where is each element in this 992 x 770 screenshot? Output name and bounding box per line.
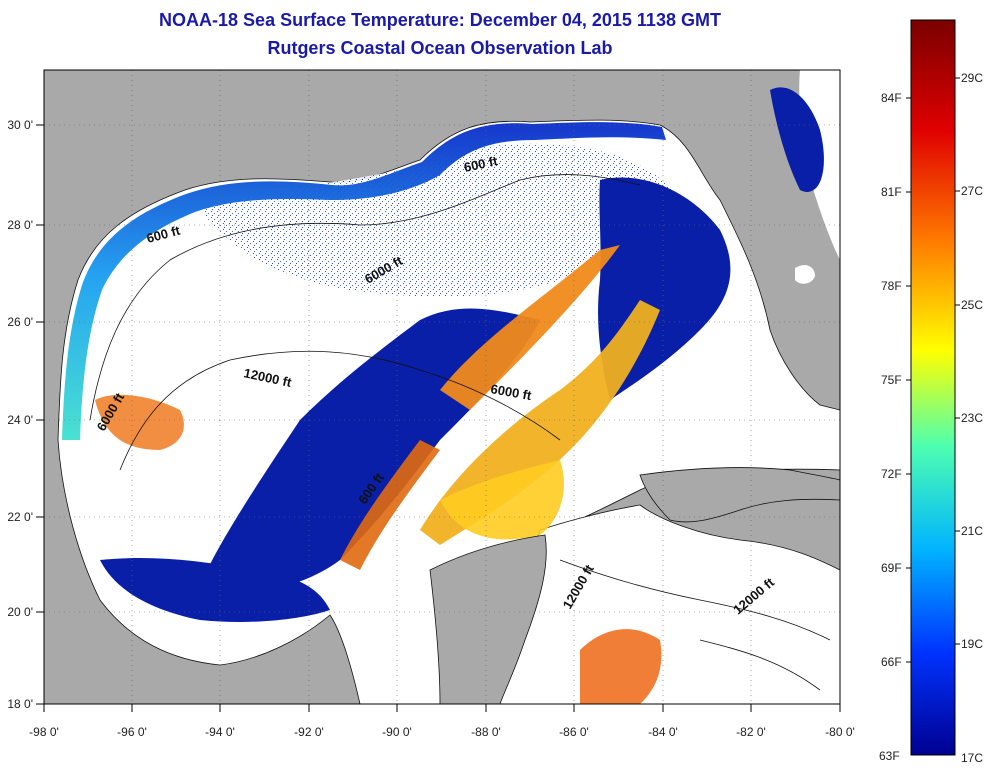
frame-ticks xyxy=(36,124,841,712)
lat-tick-label: 22 0' xyxy=(7,510,33,524)
lat-tick-label: 26 0' xyxy=(7,315,33,329)
colorbar-c-label: 21C xyxy=(961,524,983,538)
contour-label: 600 ft xyxy=(463,153,500,175)
colorbar-f-label: 63F xyxy=(879,749,900,763)
colorbar-f-label: 69F xyxy=(881,561,902,575)
lon-tick-label: -84 0' xyxy=(648,725,678,739)
colorbar-f-label: 75F xyxy=(881,373,902,387)
warm-water-patch-caribbean xyxy=(580,629,662,704)
warm-water-patch-yucatan xyxy=(440,460,564,540)
map-frame xyxy=(43,69,841,705)
colorbar-c-label: 19C xyxy=(961,637,983,651)
bathymetry-contours xyxy=(89,174,831,691)
colorbar-c-label: 27C xyxy=(961,184,983,198)
lon-tick-label: -90 0' xyxy=(382,725,412,739)
lon-tick-label: -96 0' xyxy=(117,725,147,739)
colorbar-c-label: 17C xyxy=(961,751,983,765)
lat-tick-label: 24 0' xyxy=(7,413,33,427)
colorbar-f-label: 78F xyxy=(881,279,902,293)
lon-tick-label: -80 0' xyxy=(825,725,855,739)
lon-tick-label: -98 0' xyxy=(29,725,59,739)
colorbar-c-label: 23C xyxy=(961,411,983,425)
cloud-speckle xyxy=(200,143,680,297)
cold-water-band-south xyxy=(100,558,330,622)
lon-tick-label: -88 0' xyxy=(471,725,501,739)
warm-water-streak-3 xyxy=(340,440,440,570)
colorbar-f-label: 81F xyxy=(881,185,902,199)
map-subtitle: Rutgers Coastal Ocean Observation Lab xyxy=(267,38,613,58)
warm-water-patch-west xyxy=(95,394,184,450)
yucatan-land xyxy=(429,534,547,704)
colorbar-c-label: 29C xyxy=(961,71,983,85)
cuba-land xyxy=(639,467,840,523)
colorbar-f-label: 66F xyxy=(881,655,902,669)
contour-label: 6000 ft xyxy=(489,381,533,403)
colorbar-c-label: 25C xyxy=(961,298,983,312)
map-area: 600 ft 600 ft 6000 ft 12000 ft 6000 ft 6… xyxy=(44,70,840,704)
lon-tick-label: -86 0' xyxy=(559,725,589,739)
colorbar xyxy=(910,19,956,756)
lat-tick-label: 20 0' xyxy=(7,605,33,619)
map-title: NOAA-18 Sea Surface Temperature: Decembe… xyxy=(159,10,721,30)
lake-okeechobee xyxy=(795,265,815,284)
lat-tick-label: 30 0' xyxy=(7,118,33,132)
lon-tick-label: -92 0' xyxy=(294,725,324,739)
graticule xyxy=(44,70,840,704)
cold-water-band-florida xyxy=(770,87,824,192)
lat-tick-label: 28 0' xyxy=(7,218,33,232)
coastal-cold-band xyxy=(62,122,666,440)
colorbar-f-label: 84F xyxy=(881,91,902,105)
lon-tick-label: -94 0' xyxy=(205,725,235,739)
warm-water-streak-1 xyxy=(440,245,620,410)
lat-tick-label: 18 0' xyxy=(7,697,33,711)
lon-tick-label: -82 0' xyxy=(736,725,766,739)
colorbar-ticks xyxy=(906,77,960,663)
colorbar-f-label: 72F xyxy=(881,467,902,481)
